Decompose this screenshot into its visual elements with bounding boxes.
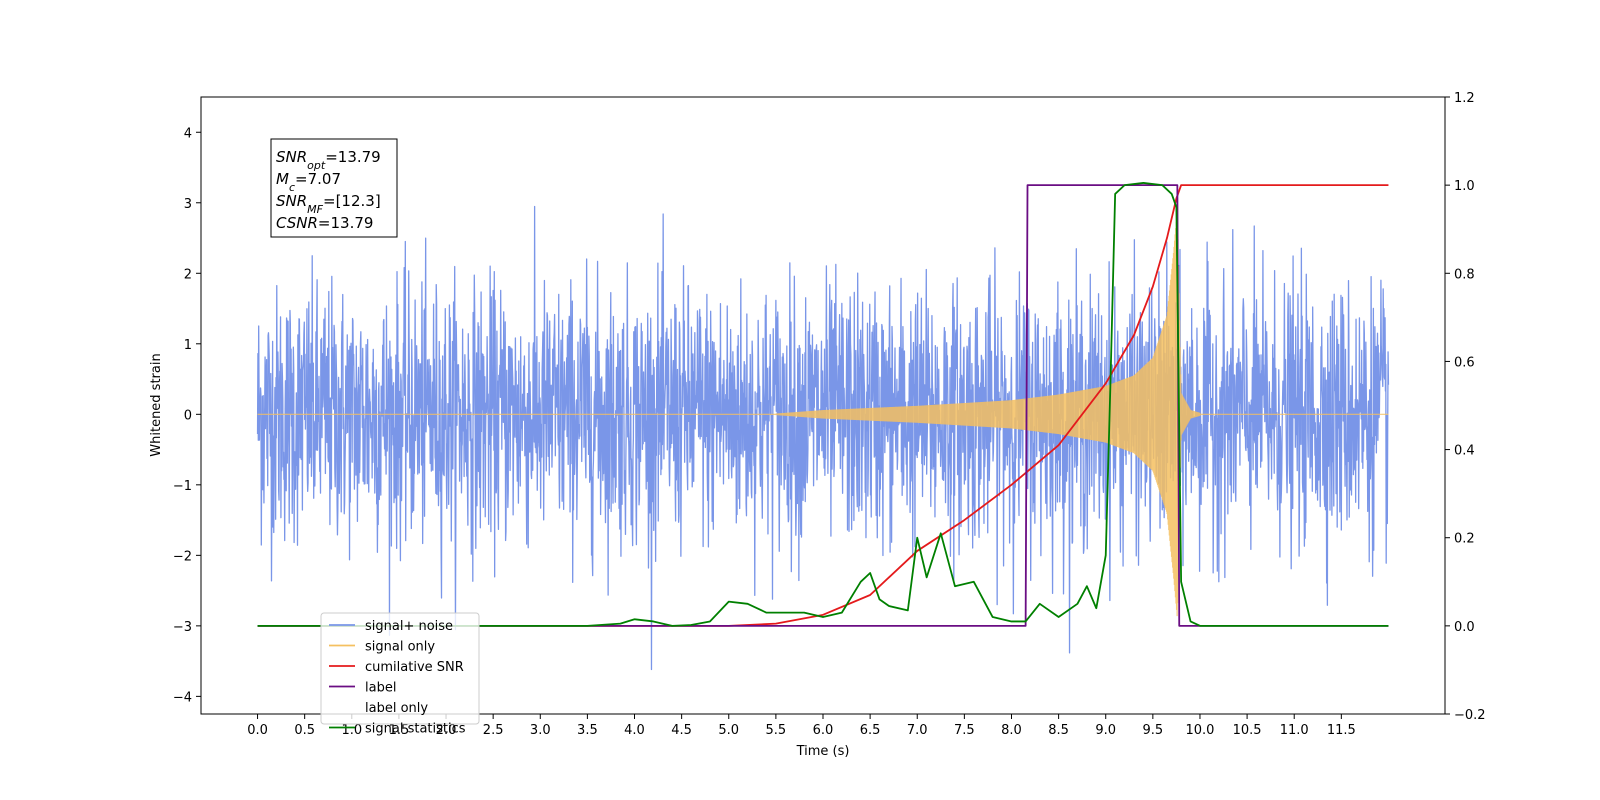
annotation-line: Mc=7.07 [276,170,341,194]
y-tick-label-right: 0.0 [1454,620,1475,635]
legend-entry: signal statistics [365,722,466,737]
legend-entry: label only [365,701,428,716]
y-tick-label-left: −3 [173,620,192,635]
y-tick-label-left: −1 [173,479,192,494]
legend-entry: label [365,681,396,696]
annotation-box: SNRopt=13.79Mc=7.07SNRMF=[12.3]CSNR=13.7… [270,138,398,238]
x-tick-label: 11.0 [1280,723,1309,738]
plot-area [256,182,1390,671]
annotation-line: SNRopt=13.79 [276,148,381,172]
annotation-frame [270,138,398,238]
x-axis-label: Time (s) [796,744,850,759]
x-tick-label: 6.0 [813,723,834,738]
y-tick-label-left: −2 [173,549,192,564]
legend-entry: cumilative SNR [365,660,464,675]
annotation-line: SNRMF=[12.3] [276,192,381,216]
y-axis-label: Whitened strain [149,353,164,456]
x-tick-label: 8.5 [1048,723,1069,738]
y-tick-label-left: 0 [184,408,192,423]
annotation-line: CSNR=13.79 [276,214,373,232]
y-tick-label-right: 1.0 [1454,179,1475,194]
x-tick-label: 6.5 [860,723,881,738]
x-tick-label: 8.0 [1001,723,1022,738]
x-tick-label: 2.5 [483,723,504,738]
x-tick-label: 4.5 [671,723,692,738]
x-tick-label: 10.0 [1185,723,1214,738]
x-tick-label: 3.0 [530,723,551,738]
x-tick-label: 3.5 [577,723,598,738]
x-tick-label: 9.0 [1095,723,1116,738]
legend: signal+ noise signal only cumilative SNR la… [320,612,480,737]
y-axis-left: −4 −3 −2 −1 0 1 2 3 4 [173,126,201,705]
x-tick-label: 9.5 [1143,723,1164,738]
y-tick-label-left: 4 [184,126,192,141]
y-tick-label-right: 0.2 [1454,532,1475,547]
legend-entry: signal only [365,640,435,655]
y-tick-label-left: 2 [184,267,192,282]
series-line-signal-only [257,211,1389,617]
x-tick-label: 5.0 [718,723,739,738]
x-tick-label: 0.5 [294,723,315,738]
legend-entry: signal+ noise [365,619,453,634]
y-tick-label-left: 1 [184,338,192,353]
y-tick-label-right: 1.2 [1454,91,1475,106]
y-tick-label-right: 0.4 [1454,444,1475,459]
legend-frame [320,612,480,725]
x-tick-label: 5.5 [766,723,787,738]
y-tick-label-left: −4 [173,690,192,705]
x-tick-label: 1.5 [389,723,410,738]
x-tick-label: 10.5 [1233,723,1262,738]
series-line-signal-noise [256,205,1390,671]
x-tick-label: 0.0 [247,723,268,738]
x-tick-label: 1.0 [341,723,362,738]
y-axis-right: −0.2 0.0 0.2 0.4 0.6 0.8 1.0 1.2 [1445,91,1486,723]
y-tick-label-left: 3 [184,197,192,212]
x-axis: 0.0 0.5 1.0 1.5 2.0 2.5 3.0 3.5 4.0 4.5 5.0 5.5 6.0 6… [247,714,1356,738]
x-tick-label: 7.0 [907,723,928,738]
y-tick-label-right: −0.2 [1454,708,1486,723]
series-line-signal-statistics [257,182,1389,627]
y-tick-label-right: 0.6 [1454,355,1475,370]
x-tick-label: 11.5 [1327,723,1356,738]
x-tick-label: 4.0 [624,723,645,738]
y-tick-label-right: 0.8 [1454,267,1475,282]
x-tick-label: 2.0 [436,723,457,738]
series-line-cumilative-snr [257,184,1389,627]
x-tick-label: 7.5 [954,723,975,738]
